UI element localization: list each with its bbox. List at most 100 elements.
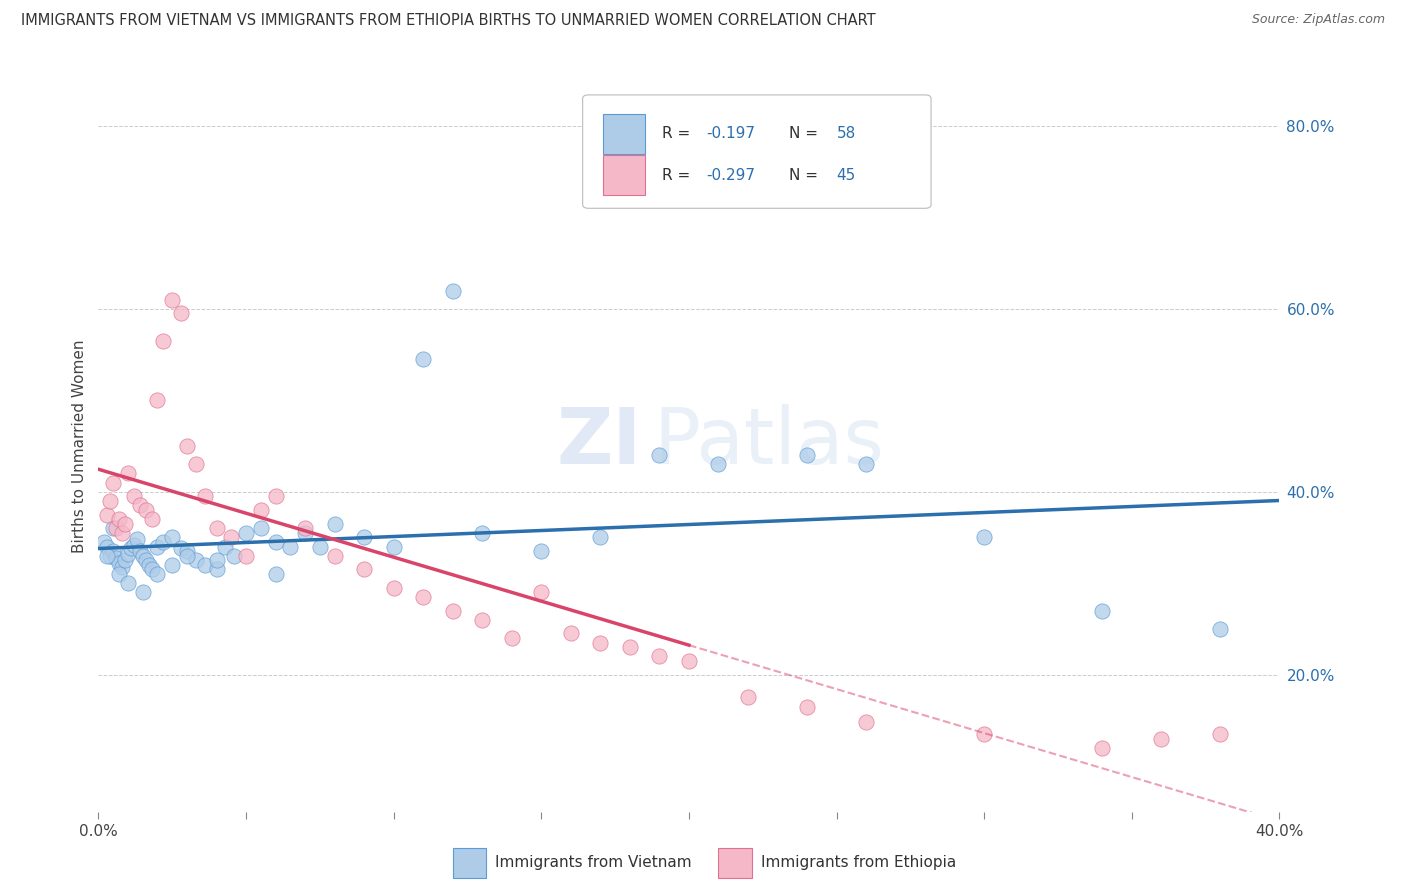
Point xyxy=(471,613,494,627)
Point xyxy=(412,352,434,367)
Point xyxy=(382,581,405,595)
Point xyxy=(707,457,730,471)
Point xyxy=(1091,740,1114,755)
Text: IMMIGRANTS FROM VIETNAM VS IMMIGRANTS FROM ETHIOPIA BIRTHS TO UNMARRIED WOMEN CO: IMMIGRANTS FROM VIETNAM VS IMMIGRANTS FR… xyxy=(21,13,876,29)
Point xyxy=(176,439,198,453)
Point xyxy=(146,540,169,554)
Point xyxy=(648,448,671,462)
Point xyxy=(589,530,612,544)
Point xyxy=(170,541,193,556)
Point xyxy=(98,494,121,508)
Point xyxy=(1091,603,1114,617)
Point xyxy=(530,544,553,558)
Point xyxy=(194,558,217,572)
Point xyxy=(141,562,163,576)
Point xyxy=(471,525,494,540)
Point xyxy=(205,562,228,576)
Point xyxy=(648,649,671,664)
Point xyxy=(128,544,150,558)
Point xyxy=(135,503,157,517)
Point xyxy=(176,544,198,558)
Point xyxy=(162,293,183,307)
Point xyxy=(111,559,134,574)
Point xyxy=(152,535,174,549)
Point xyxy=(111,525,134,540)
Point xyxy=(108,567,131,582)
Text: 58: 58 xyxy=(837,126,856,141)
Point xyxy=(122,489,145,503)
Point xyxy=(114,553,136,567)
Point xyxy=(855,457,877,471)
Point xyxy=(108,512,131,526)
Text: N =: N = xyxy=(789,126,823,141)
Point xyxy=(619,640,641,655)
Point xyxy=(278,540,302,554)
Text: R =: R = xyxy=(662,126,695,141)
Point xyxy=(117,467,139,481)
Text: Immigrants from Vietnam: Immigrants from Vietnam xyxy=(495,855,692,871)
Point xyxy=(170,306,193,320)
Point xyxy=(530,585,553,599)
Point xyxy=(264,535,287,549)
Point xyxy=(132,585,155,599)
Point xyxy=(250,503,273,517)
Point xyxy=(250,521,273,535)
Point xyxy=(184,457,207,471)
Y-axis label: Births to Unmarried Women: Births to Unmarried Women xyxy=(72,339,87,553)
Point xyxy=(117,547,139,561)
Point xyxy=(589,635,612,649)
Bar xyxy=(453,848,486,878)
Point xyxy=(678,654,700,668)
Text: Immigrants from Ethiopia: Immigrants from Ethiopia xyxy=(761,855,956,871)
Bar xyxy=(718,848,752,878)
Point xyxy=(441,603,464,617)
Point xyxy=(128,499,150,513)
Text: N =: N = xyxy=(789,168,823,183)
Point xyxy=(309,540,332,554)
Point xyxy=(103,475,125,490)
Point xyxy=(294,525,316,540)
Text: ZI: ZI xyxy=(557,404,641,481)
Text: Patlas: Patlas xyxy=(654,404,884,481)
Point xyxy=(96,549,118,563)
Text: -0.197: -0.197 xyxy=(707,126,755,141)
Point xyxy=(108,556,131,570)
Point xyxy=(146,567,169,582)
Point xyxy=(93,535,115,549)
Point xyxy=(98,549,121,563)
Text: Source: ZipAtlas.com: Source: ZipAtlas.com xyxy=(1251,13,1385,27)
Point xyxy=(973,727,995,741)
Point xyxy=(1209,622,1232,636)
Point xyxy=(146,393,169,408)
Point xyxy=(412,590,434,604)
Point xyxy=(214,540,236,554)
Point xyxy=(1150,731,1173,746)
Point xyxy=(176,549,198,563)
Point xyxy=(96,540,118,554)
Point xyxy=(114,516,136,531)
Point xyxy=(796,448,818,462)
Point xyxy=(162,558,183,572)
Point xyxy=(353,562,375,576)
Point xyxy=(184,553,207,567)
Point xyxy=(235,549,257,563)
Point xyxy=(103,521,125,535)
Point xyxy=(441,284,464,298)
Point xyxy=(323,516,346,531)
Point xyxy=(224,549,246,563)
Text: R =: R = xyxy=(662,168,695,183)
Point xyxy=(501,631,523,645)
Point xyxy=(135,553,157,567)
Point xyxy=(264,567,287,582)
Point xyxy=(152,334,174,348)
Point xyxy=(264,489,287,503)
Point xyxy=(105,550,128,565)
Point xyxy=(973,530,995,544)
Point xyxy=(855,715,877,730)
Point xyxy=(205,521,228,535)
Point xyxy=(105,521,128,535)
Bar xyxy=(603,113,645,153)
Point xyxy=(141,512,163,526)
Text: 45: 45 xyxy=(837,168,856,183)
Point xyxy=(382,540,405,554)
